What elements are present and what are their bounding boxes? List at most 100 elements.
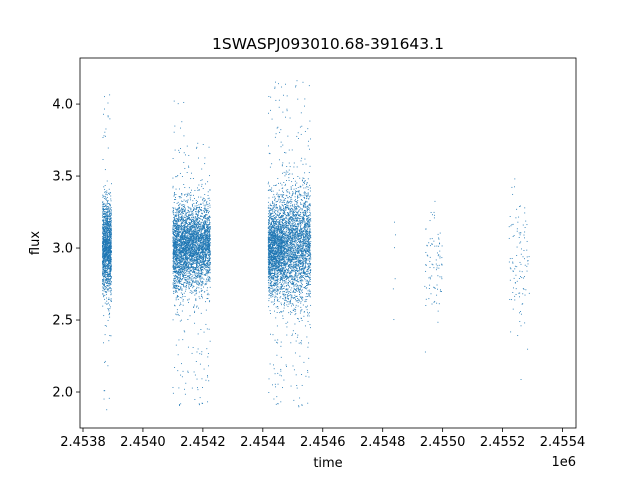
data-point — [179, 226, 181, 228]
data-point — [183, 250, 185, 252]
data-point — [196, 263, 197, 265]
data-point — [176, 224, 178, 226]
data-point — [208, 243, 210, 245]
data-point — [180, 272, 181, 273]
data-point — [206, 348, 208, 350]
data-point — [107, 289, 109, 291]
data-point — [200, 252, 202, 253]
data-point — [184, 228, 185, 230]
data-point — [105, 272, 107, 274]
data-point — [178, 225, 180, 227]
data-point — [206, 218, 208, 219]
data-point — [105, 265, 106, 267]
data-point — [191, 277, 193, 279]
data-point — [194, 198, 195, 199]
data-point — [197, 266, 199, 268]
data-point — [194, 254, 195, 256]
data-point — [104, 231, 106, 233]
data-point — [173, 261, 175, 263]
data-point — [174, 284, 176, 286]
data-point — [188, 253, 190, 255]
data-point — [180, 251, 182, 253]
data-point — [102, 228, 104, 230]
data-point — [196, 247, 198, 249]
data-point — [104, 208, 106, 210]
data-point — [103, 260, 105, 262]
data-point — [183, 282, 185, 284]
data-point — [190, 246, 192, 248]
data-point — [178, 151, 180, 153]
data-point — [190, 252, 192, 254]
data-point — [193, 242, 195, 244]
data-point — [187, 224, 189, 226]
data-point — [103, 269, 105, 270]
data-point — [194, 226, 196, 228]
data-point — [203, 250, 205, 252]
data-point — [179, 282, 181, 284]
data-point — [184, 236, 186, 238]
data-point — [178, 231, 180, 233]
data-point — [194, 374, 196, 376]
data-point — [103, 222, 105, 224]
data-point — [188, 230, 190, 232]
data-point — [191, 257, 193, 259]
data-point — [197, 242, 199, 244]
data-point — [107, 200, 109, 202]
data-point — [105, 214, 107, 216]
data-point — [178, 267, 180, 269]
data-point — [198, 231, 200, 233]
data-point — [104, 298, 106, 300]
data-point — [209, 267, 210, 269]
data-point — [199, 262, 201, 263]
data-point — [192, 261, 194, 263]
data-point — [191, 260, 193, 262]
data-point — [107, 264, 109, 266]
data-point — [209, 239, 211, 241]
data-point — [192, 281, 194, 283]
data-point — [190, 290, 192, 292]
data-point — [195, 253, 197, 255]
data-point — [107, 257, 109, 259]
data-point — [107, 224, 109, 225]
data-point — [180, 227, 182, 229]
data-point — [190, 236, 192, 238]
data-point — [110, 225, 112, 227]
data-point — [185, 278, 187, 280]
data-point — [201, 238, 203, 240]
data-point — [187, 268, 189, 270]
data-point — [175, 257, 177, 259]
data-point — [195, 252, 197, 254]
data-point — [191, 252, 193, 254]
data-point — [103, 213, 105, 215]
data-point — [189, 274, 191, 276]
data-point — [203, 247, 205, 249]
data-point — [200, 288, 202, 290]
data-point — [207, 195, 209, 196]
data-point — [184, 257, 186, 258]
data-point — [103, 280, 105, 282]
data-point — [108, 246, 110, 248]
data-point — [200, 256, 202, 258]
data-point — [188, 214, 189, 216]
data-point — [177, 262, 179, 264]
data-point — [180, 266, 182, 268]
data-point — [181, 279, 183, 281]
data-point — [174, 212, 176, 213]
data-point — [201, 224, 203, 226]
data-point — [172, 225, 174, 227]
data-point — [206, 235, 208, 237]
data-point — [197, 274, 198, 276]
data-point — [192, 258, 194, 260]
data-point — [180, 226, 182, 227]
data-point — [177, 246, 178, 248]
data-point — [206, 219, 208, 221]
data-point — [107, 247, 109, 248]
data-point — [104, 240, 106, 242]
data-point — [200, 329, 202, 330]
data-point — [194, 257, 196, 258]
data-point — [199, 236, 201, 238]
data-point — [209, 224, 211, 225]
data-point — [182, 293, 183, 295]
data-point — [103, 240, 105, 242]
data-point — [174, 214, 176, 216]
